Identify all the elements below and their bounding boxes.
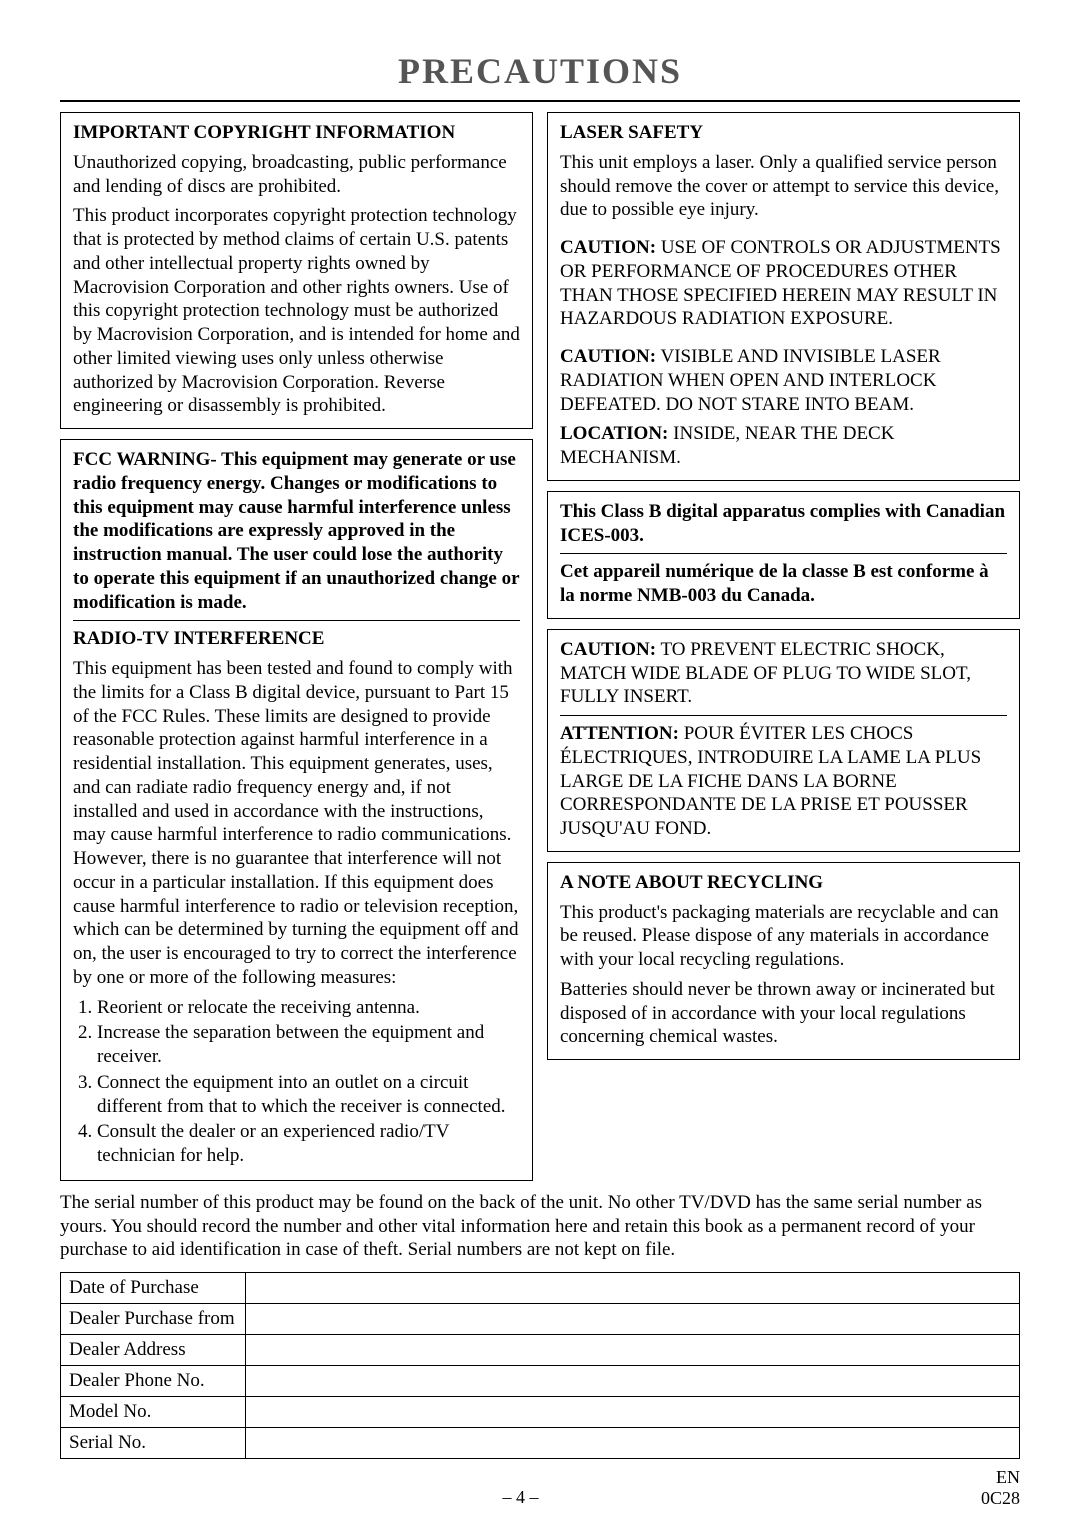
record-value	[246, 1304, 1020, 1335]
record-value	[246, 1335, 1020, 1366]
record-label: Dealer Purchase from	[61, 1304, 246, 1335]
list-item: Increase the separation between the equi…	[97, 1021, 520, 1069]
record-value	[246, 1397, 1020, 1428]
title-rule	[60, 100, 1020, 102]
inner-rule	[73, 620, 520, 621]
record-label: Serial No.	[61, 1428, 246, 1459]
footer-code: 0C28	[981, 1488, 1020, 1509]
table-row: Dealer Address	[61, 1335, 1020, 1366]
two-column-layout: IMPORTANT COPYRIGHT INFORMATION Unauthor…	[60, 112, 1020, 1181]
serial-note: The serial number of this product may be…	[60, 1191, 1020, 1262]
ices-en: This Class B digital apparatus complies …	[560, 500, 1007, 548]
table-row: Serial No.	[61, 1428, 1020, 1459]
copyright-box: IMPORTANT COPYRIGHT INFORMATION Unauthor…	[60, 112, 533, 429]
list-item: Consult the dealer or an experienced rad…	[97, 1120, 520, 1168]
inner-rule	[560, 715, 1007, 716]
right-column: LASER SAFETY This unit employs a laser. …	[547, 112, 1020, 1181]
fcc-body: This equipment may generate or use radio…	[73, 449, 519, 613]
laser-location: LOCATION: INSIDE, NEAR THE DECK MECHANIS…	[560, 422, 1007, 470]
list-item: Connect the equipment into an outlet on …	[97, 1071, 520, 1119]
record-value	[246, 1428, 1020, 1459]
record-label: Dealer Address	[61, 1335, 246, 1366]
shock-attention-label: ATTENTION:	[560, 723, 679, 744]
shock-caution-en: CAUTION: TO PREVENT ELECTRIC SHOCK, MATC…	[560, 638, 1007, 709]
ices-box: This Class B digital apparatus complies …	[547, 491, 1020, 619]
page-footer: – 4 – EN 0C28	[60, 1467, 1020, 1508]
table-row: Date of Purchase	[61, 1273, 1020, 1304]
laser-heading: LASER SAFETY	[560, 122, 703, 143]
location-label: LOCATION:	[560, 423, 668, 444]
shock-caution-box: CAUTION: TO PREVENT ELECTRIC SHOCK, MATC…	[547, 629, 1020, 852]
document-page: PRECAUTIONS IMPORTANT COPYRIGHT INFORMAT…	[0, 0, 1080, 1538]
ices-fr: Cet appareil numérique de la classe B es…	[560, 560, 1007, 608]
record-label: Date of Purchase	[61, 1273, 246, 1304]
record-value	[246, 1273, 1020, 1304]
radio-heading: RADIO-TV INTERFERENCE	[73, 628, 324, 649]
footer-lang: EN	[981, 1467, 1020, 1488]
recycling-p2: Batteries should never be thrown away or…	[560, 978, 1007, 1049]
record-value	[246, 1366, 1020, 1397]
caution1-label: CAUTION:	[560, 237, 656, 258]
table-row: Model No.	[61, 1397, 1020, 1428]
laser-caution2: CAUTION: VISIBLE AND INVISIBLE LASER RAD…	[560, 345, 1007, 416]
table-row: Dealer Purchase from	[61, 1304, 1020, 1335]
footer-right: EN 0C28	[981, 1467, 1020, 1508]
fcc-radio-box: FCC WARNING- This equipment may generate…	[60, 439, 533, 1181]
laser-caution1: CAUTION: USE OF CONTROLS OR ADJUSTMENTS …	[560, 236, 1007, 331]
caution2-label: CAUTION:	[560, 346, 656, 367]
fcc-label: FCC WARNING-	[73, 449, 217, 470]
inner-rule	[560, 553, 1007, 554]
recycling-box: A NOTE ABOUT RECYCLING This product's pa…	[547, 862, 1020, 1060]
shock-caution-fr: ATTENTION: POUR ÉVITER LES CHOCS ÉLECTRI…	[560, 722, 1007, 841]
interference-steps: Reorient or relocate the receiving anten…	[73, 996, 520, 1168]
copyright-heading: IMPORTANT COPYRIGHT INFORMATION	[73, 122, 455, 143]
laser-p1: This unit employs a laser. Only a qualif…	[560, 151, 1007, 222]
table-row: Dealer Phone No.	[61, 1366, 1020, 1397]
copyright-p2: This product incorporates copyright prot…	[73, 204, 520, 418]
record-table: Date of Purchase Dealer Purchase from De…	[60, 1272, 1020, 1459]
laser-safety-box: LASER SAFETY This unit employs a laser. …	[547, 112, 1020, 481]
radio-p1: This equipment has been tested and found…	[73, 657, 520, 990]
record-label: Dealer Phone No.	[61, 1366, 246, 1397]
copyright-p1: Unauthorized copying, broadcasting, publ…	[73, 151, 520, 199]
recycling-p1: This product's packaging materials are r…	[560, 901, 1007, 972]
shock-caution-label: CAUTION:	[560, 639, 656, 660]
page-number: – 4 –	[502, 1487, 538, 1508]
recycling-heading: A NOTE ABOUT RECYCLING	[560, 872, 823, 893]
left-column: IMPORTANT COPYRIGHT INFORMATION Unauthor…	[60, 112, 533, 1181]
list-item: Reorient or relocate the receiving anten…	[97, 996, 520, 1020]
page-title: PRECAUTIONS	[60, 50, 1020, 92]
fcc-warning: FCC WARNING- This equipment may generate…	[73, 448, 520, 614]
record-label: Model No.	[61, 1397, 246, 1428]
